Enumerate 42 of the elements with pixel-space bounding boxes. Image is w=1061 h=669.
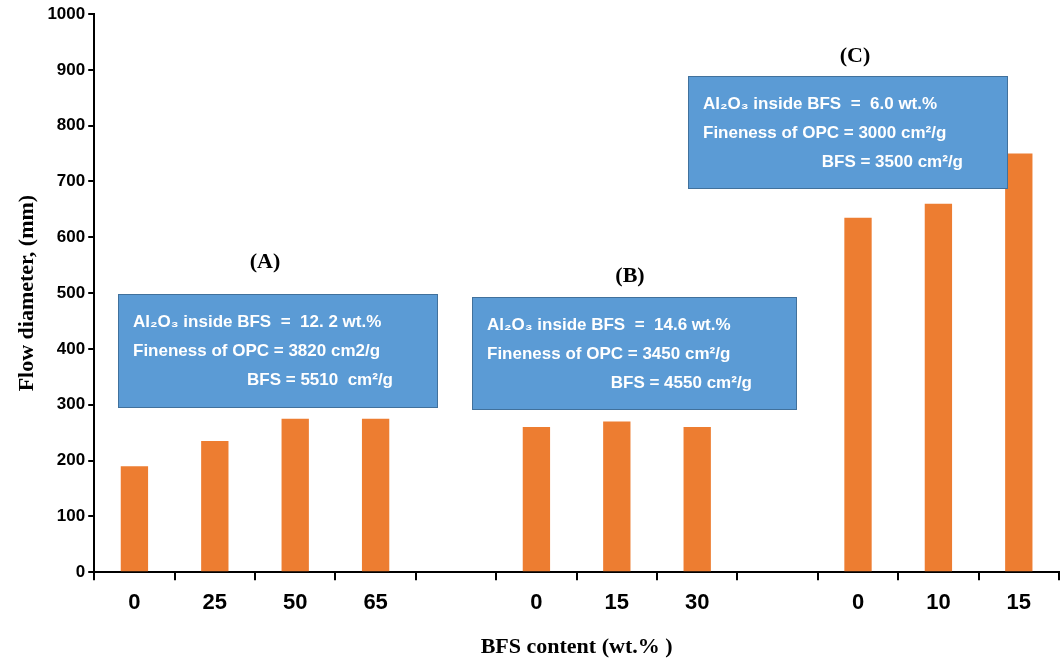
annotation: (B)	[615, 262, 645, 288]
bar	[603, 421, 631, 572]
bar	[1005, 153, 1033, 572]
x-tick-label: 15	[1006, 589, 1032, 615]
annotation: (C)	[839, 42, 871, 68]
x-tick-label: 25	[202, 589, 228, 615]
bar	[201, 441, 229, 572]
y-tick-label: 700	[56, 171, 86, 191]
y-tick-label: 500	[56, 282, 86, 302]
bar	[361, 418, 390, 572]
x-tick-label: 15	[604, 589, 630, 615]
x-tick-label: 10	[926, 589, 951, 615]
y-tick-label: 300	[56, 394, 86, 414]
x-tick-label: 0	[530, 589, 543, 615]
y-tick-label: 600	[56, 226, 86, 246]
annotation: Al₂O₃ inside BFS = 14.6 wt.% Fineness of OPC = 3450 cm²/g BFS = 4550 cm²/g	[487, 314, 753, 394]
x-tick-label: 0	[128, 589, 141, 615]
y-tick-label: 200	[56, 450, 86, 470]
annotation: Al₂O₃ inside BFS = 12. 2 wt.% Fineness of OPC = 3820 cm2/g BFS = 5510 cm²/g	[133, 311, 394, 391]
x-tick-label: 65	[363, 589, 388, 615]
x-axis-title: BFS content (wt.% )	[480, 633, 673, 659]
y-tick-label: 900	[56, 59, 86, 79]
bar	[924, 203, 953, 572]
bar	[844, 217, 872, 572]
bar	[683, 427, 711, 572]
y-tick-label: 0	[75, 561, 86, 581]
y-tick-label: 1000	[47, 3, 86, 23]
bar	[522, 427, 551, 572]
text-callout-box: Al₂O₃ inside BFS = 14.6 wt.% Fineness of OPC = 3450 cm²/g BFS = 4550 cm²/g	[472, 297, 797, 410]
x-tick-label: 0	[851, 589, 865, 615]
text-callout-box: Al₂O₃ inside BFS = 6.0 wt.% Fineness of OPC = 3000 cm²/g BFS = 3500 cm²/g	[688, 76, 1008, 189]
x-tick-label: 30	[684, 589, 710, 615]
y-tick-label: 800	[56, 115, 86, 135]
annotation: (A)	[249, 248, 281, 274]
y-tick-label: 100	[56, 506, 86, 526]
bar	[281, 418, 309, 572]
annotation: Al₂O₃ inside BFS = 6.0 wt.% Fineness of OPC = 3000 cm²/g BFS = 3500 cm²/g	[703, 93, 964, 173]
x-tick-label: 50	[282, 589, 308, 615]
y-axis-title: Flow diameter, (mm)	[12, 194, 38, 392]
bar	[120, 466, 149, 572]
y-tick-label: 400	[56, 338, 86, 358]
text-callout-box: Al₂O₃ inside BFS = 12. 2 wt.% Fineness of OPC = 3820 cm2/g BFS = 5510 cm²/g	[118, 294, 438, 408]
